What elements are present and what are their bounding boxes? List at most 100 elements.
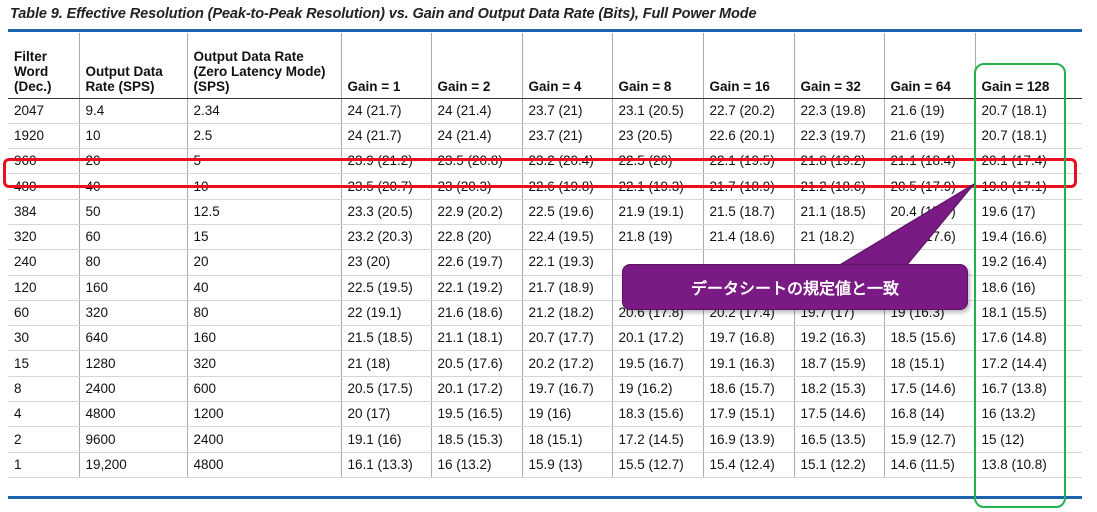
top-rule	[8, 29, 1082, 32]
table-cell: 18.2 (15.3)	[793, 376, 884, 403]
table-cell: 22.4 (19.5)	[521, 224, 612, 251]
table-cell: 21.9 (19.1)	[611, 199, 703, 225]
table-cell: 16.8 (14)	[883, 401, 975, 428]
table-cell: 20.5 (17.5)	[340, 376, 431, 403]
table-cell: 16.5 (13.5)	[793, 426, 884, 453]
table-cell: 120	[8, 275, 79, 301]
table-cell: 1920	[8, 123, 79, 150]
table-cell: 19.7 (16.7)	[521, 376, 612, 403]
table-cell: 960	[8, 148, 79, 175]
table-cell: 19.5 (16.5)	[430, 401, 522, 428]
table-cell: 16.9 (13.9)	[702, 426, 794, 453]
table-cell: 19.1 (16.3)	[702, 350, 794, 377]
table-title: Table 9. Effective Resolution (Peak-to-P…	[10, 6, 757, 22]
table-cell: 15.4 (12.4)	[702, 452, 794, 478]
table-cell: 23.5 (20.8)	[430, 148, 522, 175]
table-row: 2 9600 2400 19.1 (16) 18.5 (15.3) 18 (15.1) 17…	[8, 426, 1082, 453]
header-row: Filter Word (Dec.) Output Data Rate (SPS) Out…	[8, 33, 1082, 99]
table-cell: 15.9 (12.7)	[883, 426, 975, 453]
table-cell: 20	[186, 249, 341, 276]
column-header: Output Data Rate (Zero Latency Mode) (SPS)	[186, 33, 341, 99]
callout-text: データシートの規定値と一致	[690, 281, 899, 298]
table-cell: 20.4 (17.7)	[883, 199, 975, 225]
table-row: 384 50 12.5 23.3 (20.5) 22.9 (20.2) 22.5 (19.…	[8, 199, 1082, 225]
table-cell: 2	[8, 426, 79, 453]
column-header-line: Output Data Rate	[193, 48, 304, 64]
table-cell: 19 (16.2)	[611, 376, 703, 403]
table-cell: 4800	[186, 452, 341, 478]
table-row: 15 1280 320 21 (18) 20.5 (17.6) 20.2 (17.2) 19…	[8, 350, 1082, 377]
column-header-line: Gain = 1	[347, 78, 401, 94]
column-header: Output Data Rate (SPS)	[78, 33, 187, 99]
table-cell: 22.8 (20)	[430, 224, 522, 251]
column-header: Gain = 16	[702, 33, 794, 99]
table-cell: 50	[78, 199, 187, 225]
table-cell: 20.1 (17.2)	[430, 376, 522, 403]
table-cell: 17.2 (14.5)	[611, 426, 703, 453]
table-header: Filter Word (Dec.) Output Data Rate (SPS) Out…	[8, 33, 1082, 99]
table-cell: 21.2 (18.2)	[521, 300, 612, 327]
table-row: 2047 9.4 2.34 24 (21.7) 24 (21.4) 23.7 (21) 23…	[8, 98, 1082, 124]
table-cell: 30	[8, 325, 79, 352]
table-cell: 22.6 (20.1)	[702, 123, 794, 150]
table-cell: 22.1 (19.3)	[521, 249, 612, 276]
table-cell: 21.1 (18.1)	[430, 325, 522, 352]
table-cell: 15.9 (13)	[521, 452, 612, 478]
table-cell: 160	[186, 325, 341, 352]
column-header-line: Gain = 4	[528, 78, 582, 94]
column-header-line: (Zero Latency Mode)	[193, 63, 326, 79]
highlight-column-box	[974, 63, 1066, 508]
table-cell: 24 (21.7)	[340, 123, 431, 150]
table-cell: 2400	[78, 376, 187, 403]
table-cell: 18 (15.1)	[521, 426, 612, 453]
table-cell: 22.5 (19.6)	[521, 199, 612, 225]
table-cell: 60	[78, 224, 187, 251]
table-cell: 640	[78, 325, 187, 352]
table-cell: 60	[8, 300, 79, 327]
table-row: 8 2400 600 20.5 (17.5) 20.1 (17.2) 19.7 (16.7…	[8, 376, 1082, 403]
table-cell: 19,200	[78, 452, 187, 478]
column-header: Gain = 64	[883, 33, 975, 99]
table-cell: 24 (21.7)	[340, 98, 431, 124]
table-cell: 24 (21.4)	[430, 123, 522, 150]
column-header-line: Rate (SPS)	[85, 78, 155, 94]
table-row: 30 640 160 21.5 (18.5) 21.1 (18.1) 20.7 (17.7…	[8, 325, 1082, 352]
column-header-line: Output Data	[85, 63, 163, 79]
table-cell: 21.5 (18.7)	[702, 199, 794, 225]
table-cell: 18.5 (15.3)	[430, 426, 522, 453]
column-header: Gain = 32	[793, 33, 884, 99]
table-cell: 23.7 (21)	[521, 123, 612, 150]
highlight-row-box	[3, 158, 1077, 188]
table-cell: 21.8 (19.2)	[793, 148, 884, 175]
column-header-line: Gain = 8	[618, 78, 672, 94]
table-cell: 18.5 (15.6)	[883, 325, 975, 352]
table-cell: 22.7 (20.2)	[702, 98, 794, 124]
callout-box: データシートの規定値と一致	[622, 264, 968, 310]
table-cell: 21.1 (18.5)	[793, 199, 884, 225]
table-cell: 16 (13.2)	[430, 452, 522, 478]
table-cell: 21.7 (18.9)	[521, 275, 612, 301]
table-cell: 2400	[186, 426, 341, 453]
table-cell: 2.5	[186, 123, 341, 150]
table-cell: 320	[8, 224, 79, 251]
column-header: Gain = 1	[340, 33, 431, 99]
table-cell: 21.6 (18.6)	[430, 300, 522, 327]
table-cell: 22.3 (19.7)	[793, 123, 884, 150]
table-cell: 240	[8, 249, 79, 276]
table-cell: 19.1 (16)	[340, 426, 431, 453]
table-cell: 9600	[78, 426, 187, 453]
table-cell: 600	[186, 376, 341, 403]
table-cell: 160	[78, 275, 187, 301]
table-cell: 9.4	[78, 98, 187, 124]
table-cell: 2.34	[186, 98, 341, 124]
table-cell: 21.1 (18.4)	[883, 148, 975, 175]
resolution-table: Filter Word (Dec.) Output Data Rate (SPS) Out…	[8, 33, 1082, 478]
table-cell: 15	[8, 350, 79, 377]
table-cell: 80	[186, 300, 341, 327]
table-cell: 20.1 (17.2)	[611, 325, 703, 352]
column-header: Gain = 8	[611, 33, 703, 99]
table-row: 4 4800 1200 20 (17) 19.5 (16.5) 19 (16) 18.3 (…	[8, 401, 1082, 428]
table-cell: 5	[186, 148, 341, 175]
table-cell: 21.8 (19)	[611, 224, 703, 251]
column-header-line: Filter	[14, 48, 48, 64]
